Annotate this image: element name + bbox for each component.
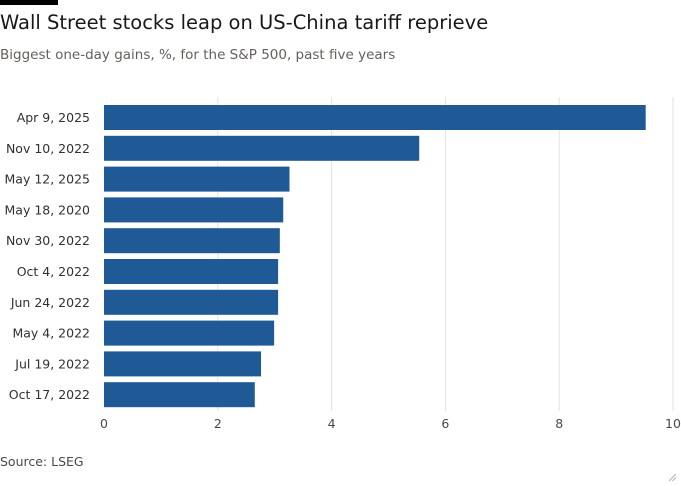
chart-subtitle: Biggest one-day gains, %, for the S&P 50… <box>0 47 396 63</box>
chart-title: Wall Street stocks leap on US-China tari… <box>0 11 489 34</box>
bar <box>104 135 420 161</box>
category-label: Jun 24, 2022 <box>10 295 90 310</box>
x-tick-label: 8 <box>555 416 563 431</box>
x-tick-label: 6 <box>441 416 449 431</box>
top-accent-rule <box>0 0 58 5</box>
category-label: May 4, 2022 <box>12 326 90 341</box>
bar <box>104 105 646 130</box>
bar <box>104 351 262 377</box>
bar-chart: Apr 9, 2025 Nov 10, 2022 May 12, 2025 May 1… <box>5 97 681 431</box>
category-label: Oct 4, 2022 <box>17 264 90 279</box>
bar <box>104 197 284 223</box>
x-tick-label: 2 <box>214 416 222 431</box>
resize-corner-icon[interactable] <box>667 472 677 482</box>
category-label: May 12, 2025 <box>5 172 90 187</box>
x-tick-label: 0 <box>100 416 108 431</box>
x-tick-label: 10 <box>665 416 681 431</box>
category-label: May 18, 2020 <box>5 202 91 217</box>
category-label: Nov 30, 2022 <box>6 233 90 248</box>
bar <box>104 259 279 284</box>
bar <box>104 228 280 254</box>
category-label: Nov 10, 2022 <box>6 141 90 156</box>
bar <box>104 320 275 346</box>
category-label: Apr 9, 2025 <box>17 110 90 125</box>
bar <box>104 289 279 315</box>
bar <box>104 166 290 192</box>
bar <box>104 382 255 408</box>
category-label: Oct 17, 2022 <box>9 387 90 402</box>
category-label: Jul 19, 2022 <box>14 356 90 371</box>
source-note: Source: LSEG <box>0 454 84 469</box>
x-tick-label: 4 <box>328 416 336 431</box>
